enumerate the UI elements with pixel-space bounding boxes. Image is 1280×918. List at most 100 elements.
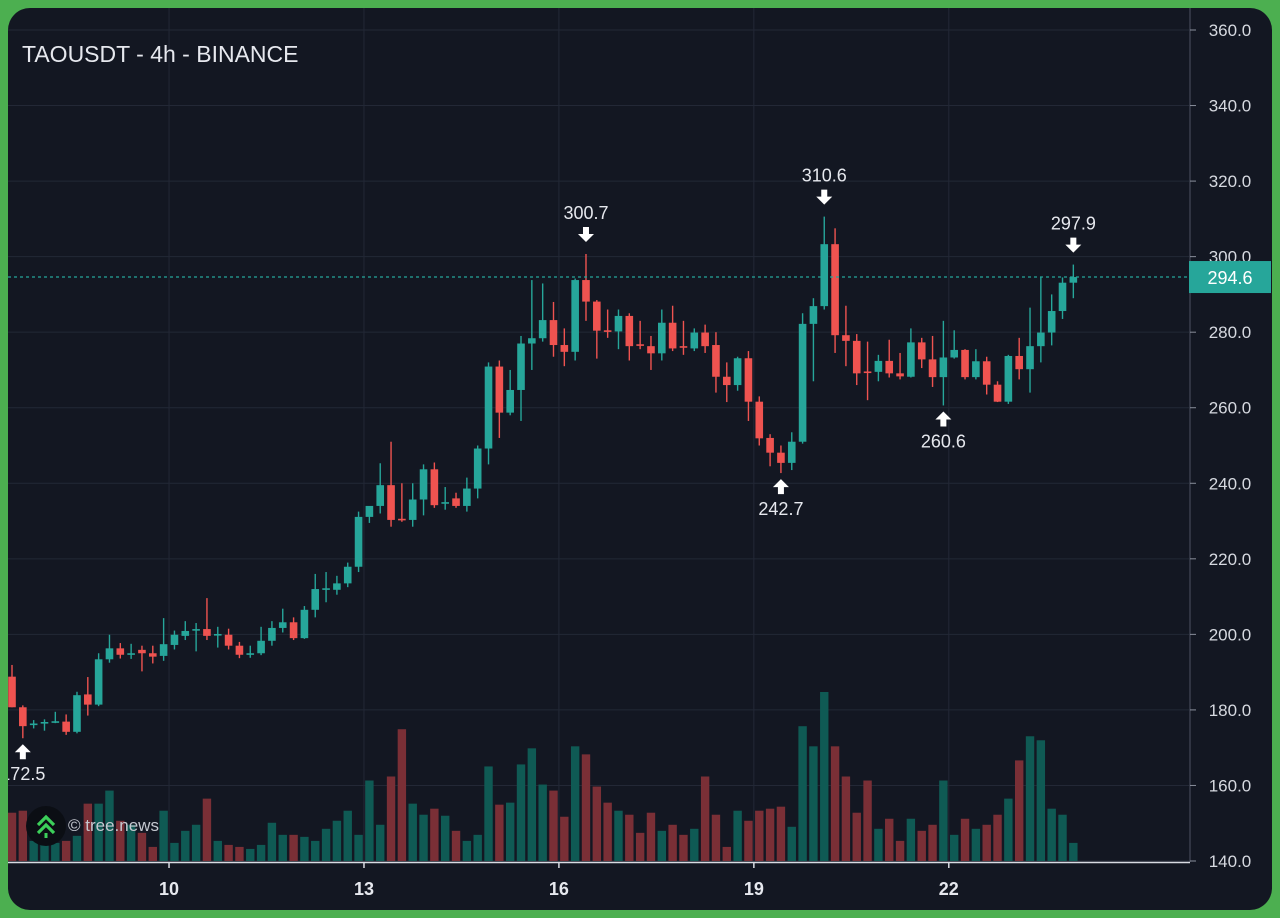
volume-bar xyxy=(419,814,428,861)
candle-body xyxy=(538,320,547,339)
volume-bar xyxy=(116,820,125,861)
chart-panel xyxy=(8,8,1272,910)
candle-body xyxy=(19,707,27,727)
volume-bar xyxy=(1036,740,1046,861)
candle-body xyxy=(690,332,699,349)
volume-bar xyxy=(408,803,417,861)
volume-bar xyxy=(83,803,93,861)
volume-bar xyxy=(549,790,558,861)
low-label: 172.5 xyxy=(0,764,45,784)
candle-body xyxy=(560,345,569,352)
volume-bar xyxy=(61,840,71,861)
volume-bar xyxy=(657,830,666,861)
time-tick-label: 10 xyxy=(159,879,179,899)
volume-bar xyxy=(874,828,883,861)
candle-body xyxy=(289,622,298,639)
volume-bar xyxy=(430,808,439,861)
candle-body xyxy=(1037,332,1045,347)
candle-body xyxy=(365,505,374,517)
volume-bar xyxy=(159,810,168,861)
candle-body xyxy=(1058,282,1067,312)
volume-bar xyxy=(191,824,201,861)
volume-bar xyxy=(906,818,916,861)
volume-bar xyxy=(679,834,688,861)
candle-body xyxy=(679,346,688,348)
price-tick-label: 160.0 xyxy=(1209,776,1252,795)
candle-body xyxy=(213,633,222,636)
volume-bar xyxy=(614,810,623,861)
volume-bar xyxy=(744,820,753,861)
volume-bar xyxy=(852,812,861,861)
volume-bar xyxy=(895,840,905,861)
price-tick-label: 340.0 xyxy=(1209,97,1252,116)
volume-bar xyxy=(960,818,970,861)
volume-bar xyxy=(8,812,17,861)
candle-body xyxy=(852,340,861,374)
candle-body xyxy=(668,322,677,349)
candle-body xyxy=(1047,311,1056,333)
candle-body xyxy=(809,306,818,324)
candle-body xyxy=(625,315,634,347)
volume-bar xyxy=(755,810,764,861)
price-tick-label: 200.0 xyxy=(1209,625,1252,644)
candle-body xyxy=(874,360,883,372)
candle-body xyxy=(636,344,644,346)
candle-body xyxy=(939,357,948,378)
last-price-label: 294.6 xyxy=(1207,268,1252,288)
volume-bar xyxy=(690,828,699,861)
candle-body xyxy=(917,342,926,360)
candle-body xyxy=(398,518,406,521)
candle-body xyxy=(1015,355,1023,370)
candle-body xyxy=(993,384,1002,402)
candle-body xyxy=(62,721,70,732)
candle-body xyxy=(842,335,850,341)
candle-body xyxy=(419,469,428,500)
price-tick-label: 280.0 xyxy=(1209,323,1252,342)
candle-body xyxy=(181,630,190,636)
candle-body xyxy=(982,361,991,385)
volume-bar xyxy=(570,746,580,861)
volume-bar xyxy=(148,846,157,861)
volume-bar xyxy=(982,824,991,861)
candle-body xyxy=(517,343,525,390)
candle-body xyxy=(863,371,872,374)
volume-bar xyxy=(722,846,731,861)
volume-bar xyxy=(841,776,851,861)
candle-body xyxy=(159,644,168,656)
volume-bar xyxy=(776,806,786,861)
volume-bar xyxy=(538,784,547,861)
volume-bar xyxy=(376,824,385,861)
volume-bar xyxy=(397,729,407,861)
volume-bar xyxy=(560,816,569,861)
candle-body xyxy=(300,609,309,639)
candle-body xyxy=(473,448,482,489)
volume-bar xyxy=(343,810,352,861)
volume-bar xyxy=(733,810,742,861)
volume-bar xyxy=(94,803,103,861)
candle-body xyxy=(614,315,623,332)
candle-body xyxy=(1004,355,1013,402)
volume-bar xyxy=(267,822,277,861)
volume-bar xyxy=(700,776,710,861)
candle-body xyxy=(387,485,395,520)
volume-bar xyxy=(928,824,937,861)
volume-bar xyxy=(451,830,461,861)
candle-body xyxy=(549,320,558,346)
price-tick-label: 260.0 xyxy=(1209,399,1252,418)
volume-bar xyxy=(581,754,591,861)
candle-body xyxy=(430,469,439,506)
high-label: 300.7 xyxy=(563,203,608,223)
volume-bar xyxy=(202,798,212,861)
candle-body xyxy=(495,366,504,413)
candle-body xyxy=(885,360,894,374)
price-tick-label: 140.0 xyxy=(1209,852,1252,871)
time-tick-label: 22 xyxy=(939,879,959,899)
price-tick-label: 360.0 xyxy=(1209,21,1252,40)
candle-body xyxy=(224,634,233,646)
volume-bar xyxy=(1004,798,1013,861)
candle-body xyxy=(105,648,114,660)
arrow-down-icon xyxy=(577,226,594,242)
candle-body xyxy=(376,485,385,506)
volume-bar xyxy=(365,780,374,861)
